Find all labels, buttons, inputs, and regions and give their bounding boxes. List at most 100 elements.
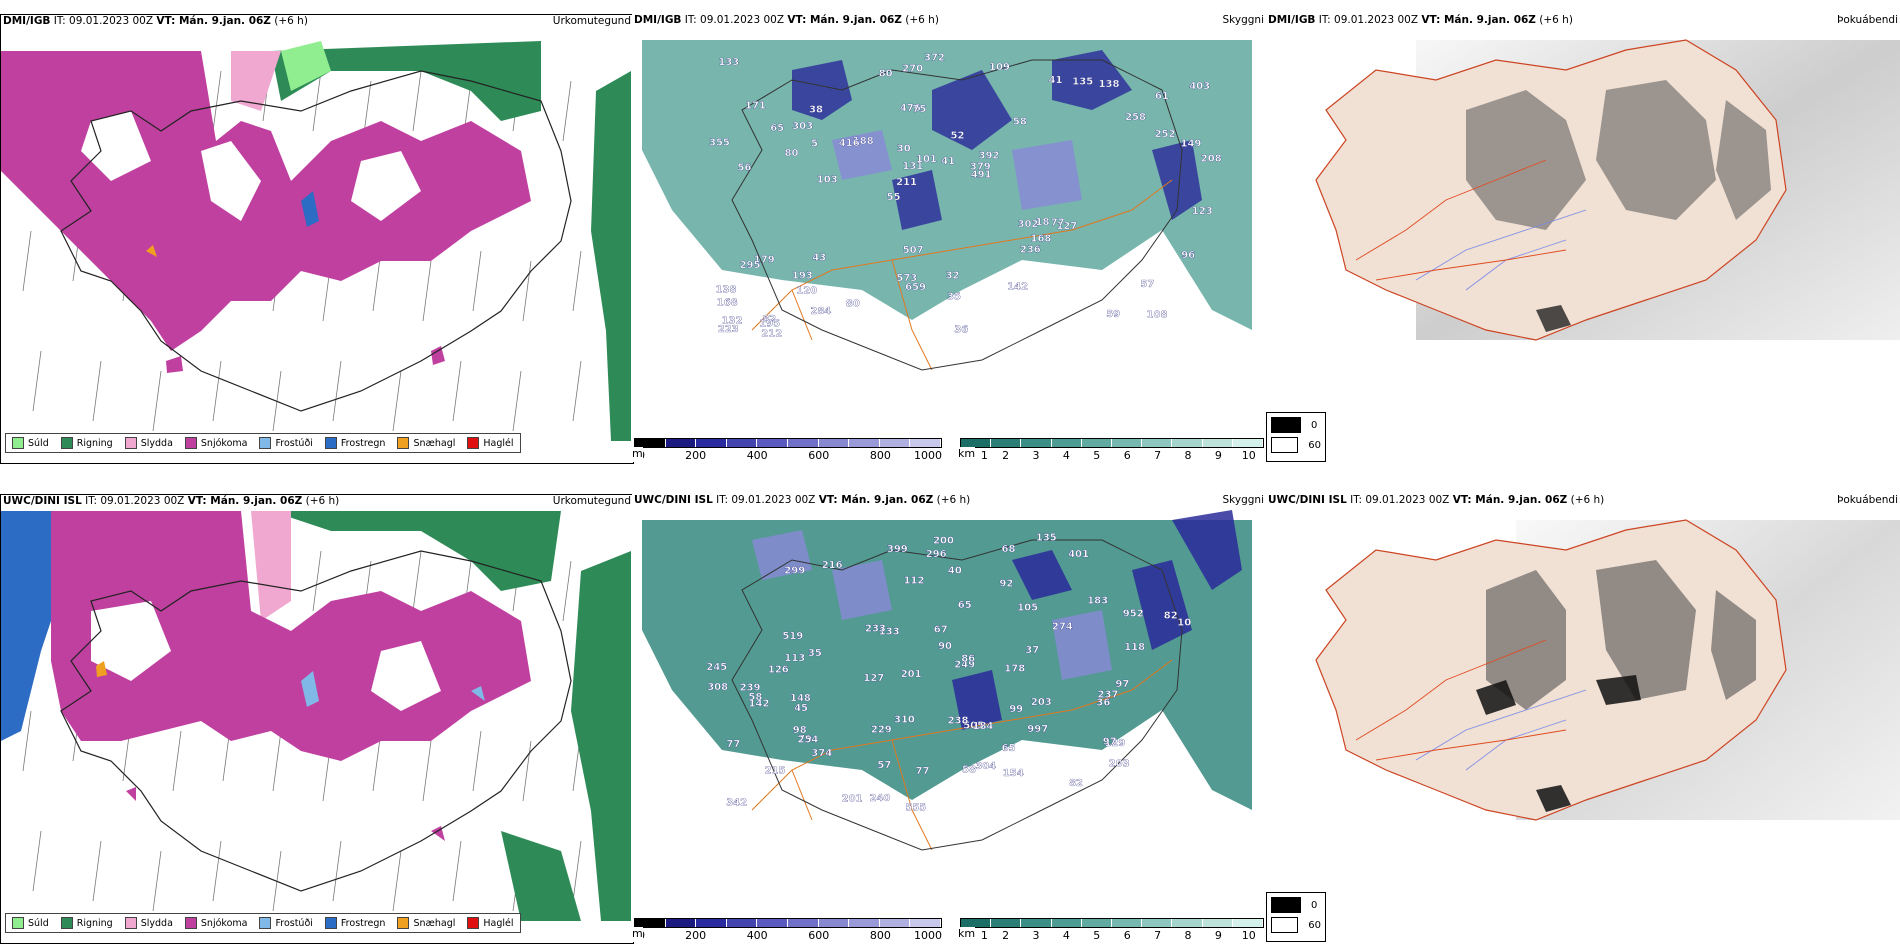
legend-item-snaehagl: Snæhagl [397,917,455,929]
visibility-value-label: 203 [1109,759,1130,770]
height-scale-segment [879,919,911,927]
init-time: IT: 09.01.2023 00Z [1350,494,1450,506]
height-scale-segment [665,919,697,927]
legend-swatch [124,917,137,929]
panel-title: Þokuábendi [1837,494,1898,506]
visibility-scale-segment [1142,439,1173,447]
visibility-value-label: 118 [1124,642,1145,653]
visibility-scale-tick: 3 [1032,449,1040,462]
visibility-header: DMI/IGB IT: 09.01.2023 00Z VT: Mán. 9.ja… [632,14,1266,30]
precip-map [1,31,631,441]
visibility-value-label: 201 [842,793,863,804]
visibility-value-label: 96 [1181,250,1195,261]
legend-swatch [12,437,24,449]
init-time: IT: 09.01.2023 00Z [53,15,154,27]
visibility-map: 108 56 61 55 58 82 476 52 179 188 168 120 75 392 127 17… [632,30,1266,430]
height-scale-segment [757,919,788,927]
visibility-value-label: 379 [970,162,991,173]
height-scale-segment [818,919,850,927]
legend-item-snaehagl: Snæhagl [397,437,455,449]
visibility-unit: km [958,927,976,940]
height-scale-segment [635,439,666,447]
visibility-scale-tick: 8 [1184,929,1192,942]
visibility-value-label: 416 [839,138,860,149]
visibility-value-label: 168 [717,297,738,308]
visibility-scale-tick: 9 [1214,929,1222,942]
panel-title: Úrkomutegund [552,15,631,27]
visibility-header: UWC/DINI ISL IT: 09.01.2023 00Z VT: Mán.… [632,494,1266,510]
height-scale-segment [849,439,880,447]
visibility-value-label: 505 [963,720,984,731]
visibility-value-label: 41 [1049,75,1063,86]
visibility-value-label: 126 [768,664,789,675]
fog-legend-label: 0 [1311,419,1318,431]
visibility-value-label: 59 [1106,309,1120,320]
fog-map [1266,30,1900,430]
coastline [60,70,572,412]
fog-legend: 0 60 [1266,412,1326,462]
fog-legend-item: 60 [1267,433,1325,453]
legend-label: Súld [28,437,49,449]
precip-panel-row2: UWC/DINI ISL IT: 09.01.2023 00Z VT: Mán.… [0,494,634,944]
visibility-value-label: 212 [761,329,782,340]
legend-label: Frostregn [340,917,386,929]
visibility-value-label: 229 [871,725,892,736]
height-scale-segment [879,439,911,447]
visibility-value-label: 215 [765,765,786,776]
init-time: IT: 09.01.2023 00Z [1318,14,1419,26]
visibility-scale-segment [961,439,992,447]
legend-item-slydda: Slydda [124,917,173,929]
model-name: DMI/IGB [1268,14,1316,26]
visibility-value-label: 43 [812,253,826,264]
visibility-value-label: 105 [1017,602,1038,613]
visibility-value-label: 216 [822,560,843,571]
visibility-value-label: 142 [1007,282,1028,293]
visibility-scale-segment [961,919,992,927]
valid-time: VT: Mán. 9.jan. 06Z [187,495,303,507]
visibility-value-label: 82 [1164,610,1178,621]
visibility-value-label: 120 [796,286,817,297]
fog-legend-item: 60 [1267,913,1325,933]
legend-swatch [12,917,24,929]
height-scale: 02004006008001000 m [632,438,942,466]
visibility-value-label: 138 [716,285,737,296]
lead-time: (+6 h) [1539,14,1573,26]
visibility-value-label: 200 [933,536,954,547]
visibility-value-label: 58 [962,765,976,776]
visibility-value-label: 82 [762,314,776,325]
visibility-label-group: 215 401 216 183 505 35 45 79 952 274 239 200 997 249 5… [706,532,1191,813]
visibility-value-label: 171 [745,101,766,112]
height-scale-ticks: 02004006008001000 [634,449,942,463]
legend-item-slydda: Slydda [124,437,173,449]
fog-legend-item: 0 [1267,893,1325,913]
visibility-value-label: 35 [808,648,822,659]
fog-legend-swatch [1271,417,1301,433]
visibility-unit: km [958,447,976,460]
panel-title: Úrkomutegund [552,495,631,507]
visibility-value-label: 98 [793,725,807,736]
visibility-value-label: 372 [924,53,945,64]
height-scale-segment [726,919,758,927]
visibility-value-label: 258 [1125,112,1146,123]
visibility-value-label: 284 [810,306,831,317]
height-scale-segment [696,439,727,447]
legend-label: Haglél [483,437,514,449]
drizzle-area [281,41,331,91]
visibility-value-label: 37 [1025,645,1039,656]
visibility-value-label: 233 [865,623,886,634]
visibility-scale-tick: 7 [1154,449,1162,462]
height-scale-segment [665,439,697,447]
visibility-scale-segment [1172,919,1203,927]
visibility-value-label: 555 [905,802,926,813]
visibility-value-label: 79 [798,734,812,745]
height-unit: m [632,447,643,460]
legend-label: Snjókoma [200,437,248,449]
fog-legend-item: 0 [1267,413,1325,433]
precip-panel-row1: DMI/IGB IT: 09.01.2023 00Z VT: Mán. 9.ja… [0,14,634,464]
visibility-value-label: 131 [902,161,923,172]
visibility-value-label: 355 [709,138,730,149]
visibility-value-label: 92 [999,579,1013,590]
valid-time: VT: Mán. 9.jan. 06Z [1452,494,1568,506]
visibility-value-label: 154 [1003,768,1024,779]
visibility-value-label: 952 [1123,609,1144,620]
